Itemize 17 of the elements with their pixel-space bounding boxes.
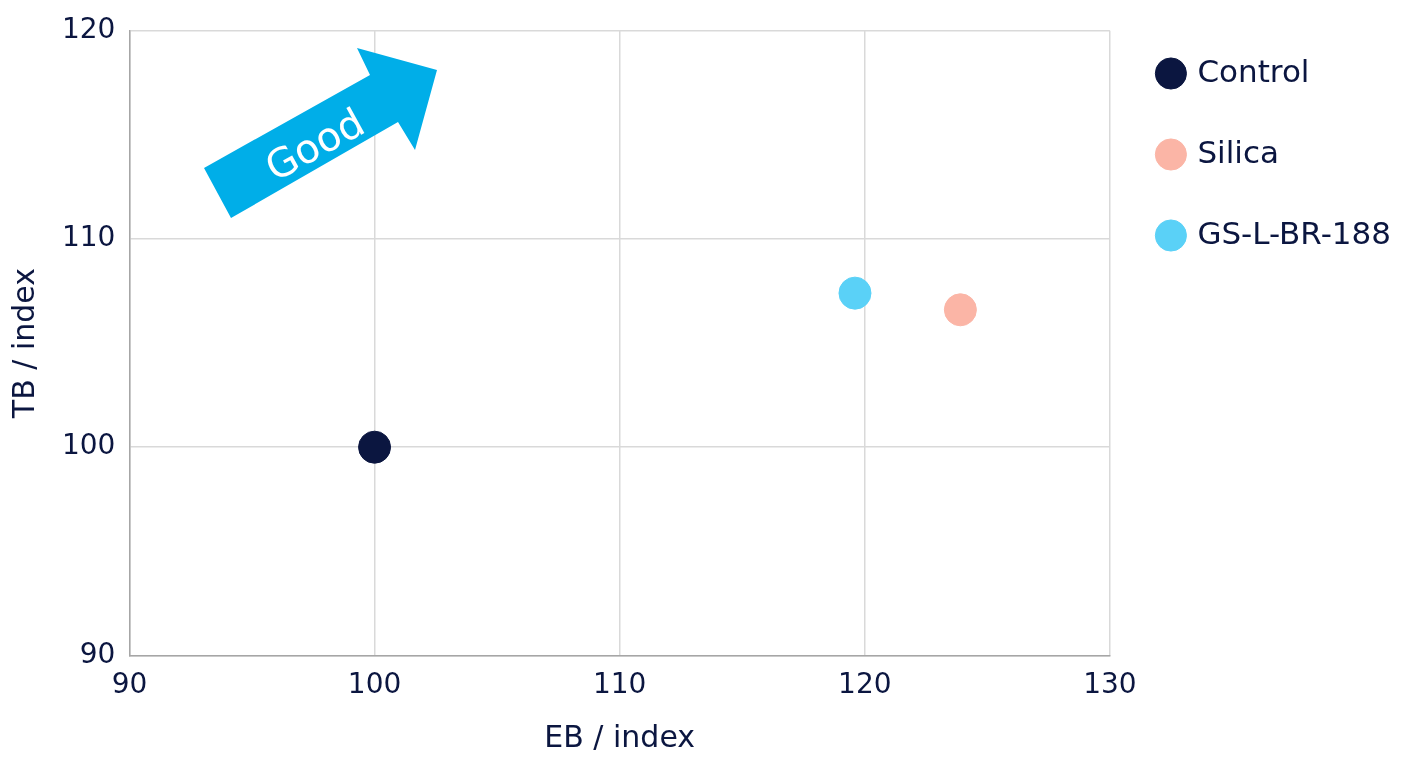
y-tick-label: 90 — [79, 636, 116, 670]
x-tick-label: 120 — [838, 667, 892, 701]
legend-label: Silica — [1197, 133, 1279, 170]
y-tick-label: 100 — [61, 428, 116, 462]
point — [838, 276, 872, 310]
x-tick-label: 110 — [592, 667, 647, 701]
x-tick-label: 130 — [1083, 667, 1137, 701]
legend-label: Control — [1197, 52, 1310, 89]
y-axis-title: TB / index — [5, 268, 41, 420]
legend-label: GS-L-BR-188 — [1197, 214, 1392, 251]
y-tick-label: 120 — [61, 12, 116, 46]
y-tick-label: 110 — [61, 220, 116, 254]
point — [358, 430, 392, 464]
point — [943, 293, 977, 327]
x-tick-label: 90 — [111, 667, 148, 701]
x-axis-title: EB / index — [544, 718, 696, 754]
x-tick-label: 100 — [347, 667, 402, 701]
